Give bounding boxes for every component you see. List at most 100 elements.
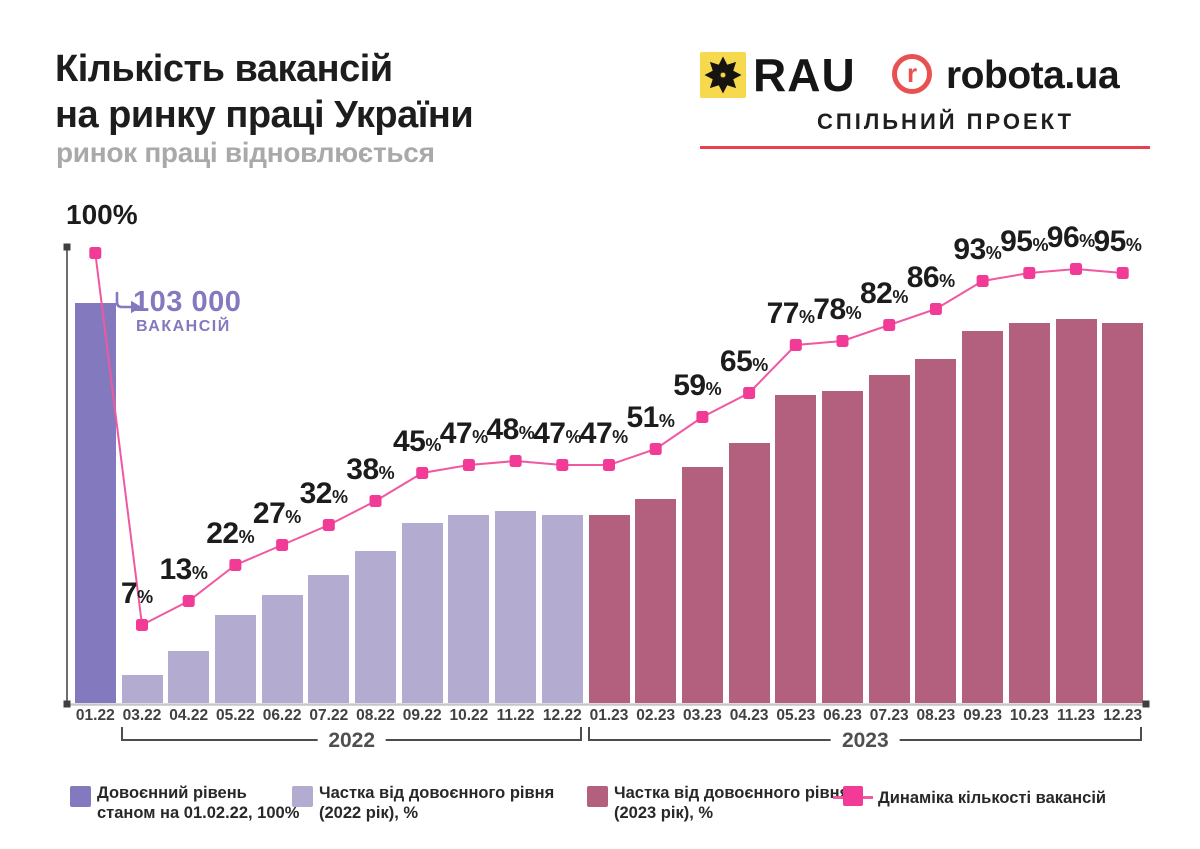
legend-label-0: Довоєнний рівень станом на 01.02.22, 100% xyxy=(97,783,299,823)
bar-10.22 xyxy=(448,515,490,703)
line-marker-04.23 xyxy=(743,387,756,399)
x-tick-label-01.23: 01.23 xyxy=(589,707,629,724)
page-title-line1: Кількість вакансій xyxy=(55,48,393,90)
bar-03.23 xyxy=(681,467,723,703)
value-label-04.22: 13% xyxy=(159,553,207,587)
x-tick-label-11.23: 11.23 xyxy=(1057,707,1095,724)
bar-04.23 xyxy=(728,443,770,703)
x-tick-label-04.22: 04.22 xyxy=(169,707,209,724)
value-percent-sign: % xyxy=(1079,231,1096,251)
line-marker-09.23 xyxy=(976,275,989,287)
value-percent-sign: % xyxy=(378,463,395,483)
value-percent-sign: % xyxy=(985,243,1002,263)
bar-03.22 xyxy=(121,675,163,703)
value-label-04.23: 65% xyxy=(720,345,768,379)
rau-logo xyxy=(700,52,746,98)
bar-05.23 xyxy=(775,395,817,703)
axis-100-label: 100% xyxy=(66,199,138,230)
line-marker-03.22 xyxy=(136,619,148,631)
robota-r-glyph: r xyxy=(906,58,918,88)
value-percent-sign: % xyxy=(472,427,489,447)
value-percent-sign: % xyxy=(518,423,535,443)
x-tick-label-08.23: 08.23 xyxy=(916,707,956,724)
legend-marker-square-3 xyxy=(843,786,863,806)
value-percent-sign: % xyxy=(705,379,722,399)
legend-label-3: Динаміка кількості вакансій xyxy=(878,788,1106,808)
value-percent-sign: % xyxy=(1032,235,1049,255)
bar-01.23 xyxy=(588,515,630,703)
value-number: 65 xyxy=(719,345,753,378)
line-marker-12.23 xyxy=(1116,267,1129,279)
line-marker-06.23 xyxy=(836,335,849,347)
annotation-arrow xyxy=(115,291,133,309)
value-label-03.22: 7% xyxy=(121,577,153,611)
value-percent-sign: % xyxy=(1125,235,1142,255)
annotation-value: 103 000 xyxy=(133,286,242,318)
x-tick-label-07.23: 07.23 xyxy=(869,707,909,724)
legend-label-line: (2023 рік), % xyxy=(614,804,714,822)
x-tick-label-02.23: 02.23 xyxy=(636,707,676,724)
red-divider-line xyxy=(700,146,1150,149)
value-label-06.22: 27% xyxy=(253,497,301,531)
value-number: 47 xyxy=(533,417,566,450)
line-marker-09.22 xyxy=(416,467,429,479)
x-tick-label-06.22: 06.22 xyxy=(262,707,302,724)
x-tick-label-10.23: 10.23 xyxy=(1009,707,1049,724)
legend-swatch-2 xyxy=(587,786,608,807)
value-label-08.23: 86% xyxy=(907,261,955,295)
value-percent-sign: % xyxy=(798,307,815,327)
value-number: 7 xyxy=(120,577,138,610)
line-marker-10.23 xyxy=(1023,267,1036,279)
legend-swatch-1 xyxy=(292,786,313,807)
annotation-label: ВАКАНСІЙ xyxy=(136,318,231,335)
bar-06.22 xyxy=(261,595,303,703)
page-title-line2: на ринку праці України xyxy=(55,94,474,136)
line-marker-02.23 xyxy=(649,443,662,455)
value-number: 95 xyxy=(1093,225,1126,258)
robota-logo-icon: r xyxy=(892,54,932,94)
legend-label-line: Частка від довоєнного рівня xyxy=(319,784,555,802)
x-tick-label-05.23: 05.23 xyxy=(776,707,816,724)
legend-label-1: Частка від довоєнного рівня (2022 рік), % xyxy=(319,783,554,823)
x-tick-label-03.23: 03.23 xyxy=(682,707,722,724)
value-label-07.22: 32% xyxy=(300,477,348,511)
x-tick-label-09.22: 09.22 xyxy=(402,707,442,724)
bar-12.22 xyxy=(541,515,583,703)
line-marker-07.23 xyxy=(883,319,896,331)
x-tick-label-11.22: 11.22 xyxy=(496,707,535,724)
legend-label-line: (2022 рік), % xyxy=(319,804,419,822)
line-marker-12.22 xyxy=(556,459,569,471)
line-marker-07.22 xyxy=(322,519,335,531)
line-marker-05.23 xyxy=(789,339,802,351)
value-label-11.23: 96% xyxy=(1047,221,1095,255)
line-marker-06.22 xyxy=(276,539,289,551)
page-subtitle: ринок праці відновлюється xyxy=(56,137,435,168)
value-percent-sign: % xyxy=(238,527,255,547)
value-label-10.23: 95% xyxy=(1000,225,1048,259)
value-number: 78 xyxy=(813,293,846,326)
value-label-07.23: 82% xyxy=(860,277,908,311)
x-tick-label-12.23: 12.23 xyxy=(1103,707,1143,724)
page-title: Кількість вакансій на ринку праці Україн… xyxy=(55,46,474,138)
value-percent-sign: % xyxy=(331,487,348,507)
legend-label-2: Частка від довоєнного рівня (2023 рік), % xyxy=(614,783,849,823)
value-percent-sign: % xyxy=(892,287,909,307)
line-marker-08.23 xyxy=(929,303,942,315)
x-tick-label-05.22: 05.22 xyxy=(215,707,255,724)
legend-label-line: Частка від довоєнного рівня xyxy=(614,784,850,802)
value-percent-sign: % xyxy=(285,507,302,527)
bar-10.23 xyxy=(1008,323,1050,703)
bar-08.23 xyxy=(915,359,957,703)
value-percent-sign: % xyxy=(939,271,956,291)
year-label-2023: 2023 xyxy=(830,728,900,753)
bar-02.23 xyxy=(635,499,677,703)
bar-09.23 xyxy=(962,331,1004,703)
year-label-2022: 2022 xyxy=(317,728,387,753)
bar-01.22 xyxy=(74,303,116,703)
line-marker-01.22 xyxy=(89,247,102,259)
bar-12.23 xyxy=(1102,323,1144,703)
value-number: 45 xyxy=(392,425,426,458)
legend-label-line: станом на 01.02.22, 100% xyxy=(97,804,300,822)
value-label-12.23: 95% xyxy=(1093,225,1141,259)
